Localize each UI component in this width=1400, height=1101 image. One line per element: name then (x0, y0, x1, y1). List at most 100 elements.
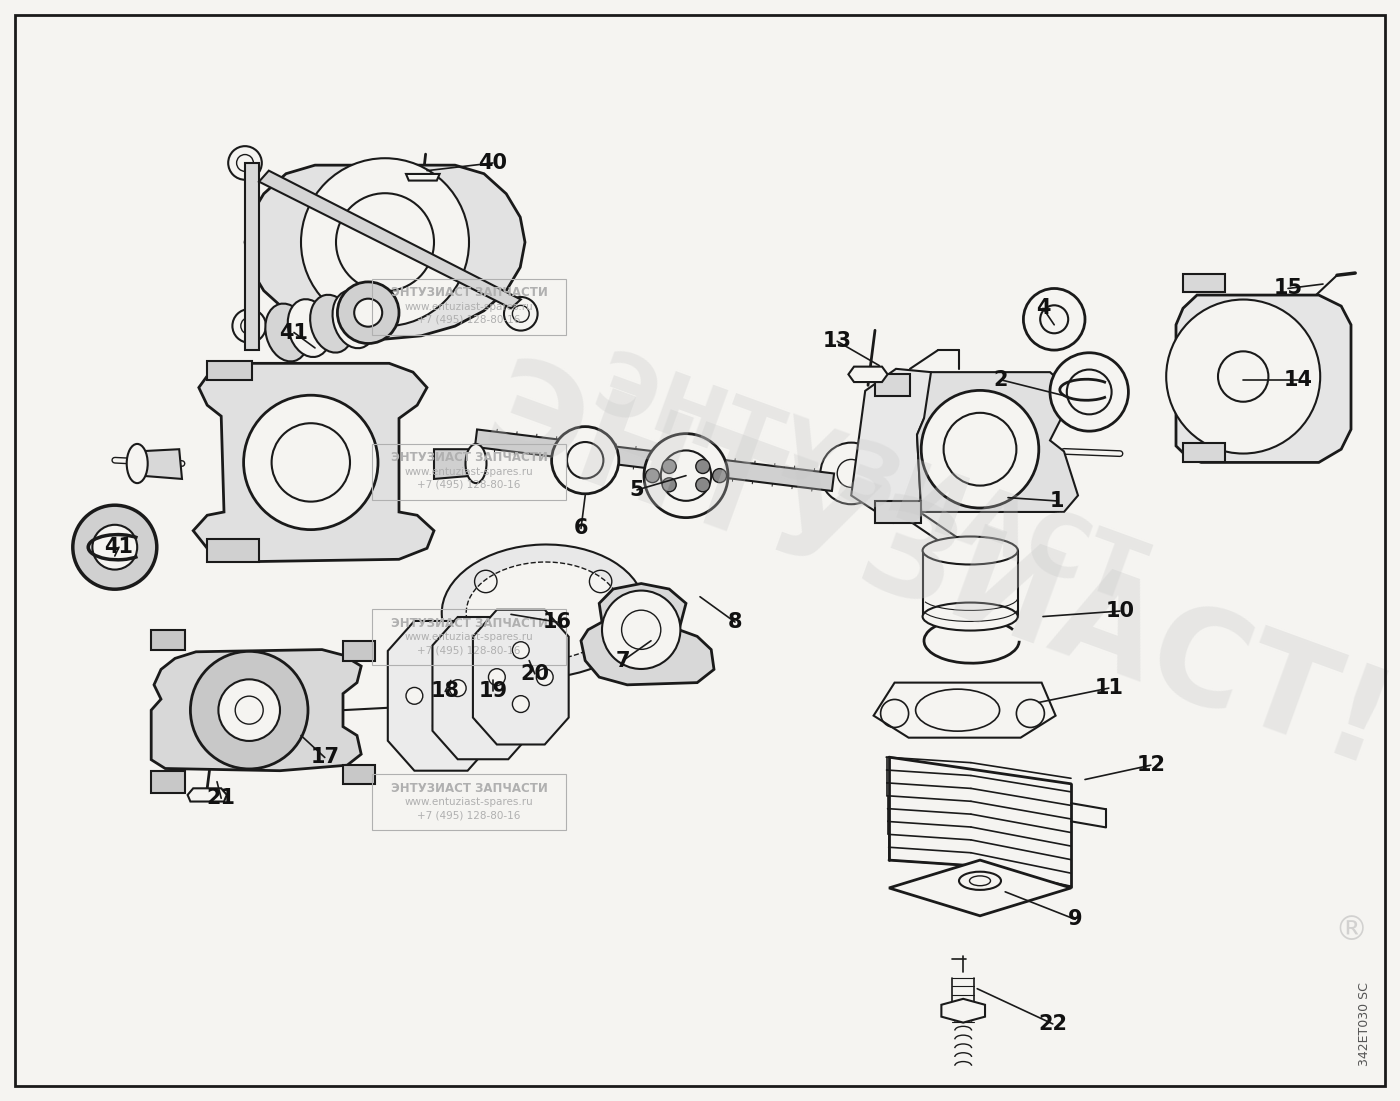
Circle shape (92, 525, 137, 569)
Circle shape (662, 459, 676, 473)
Ellipse shape (311, 295, 353, 352)
Circle shape (406, 687, 423, 705)
Text: 11: 11 (1095, 678, 1123, 698)
Circle shape (696, 478, 710, 492)
Polygon shape (151, 630, 185, 650)
Polygon shape (259, 171, 521, 308)
Polygon shape (1183, 443, 1225, 462)
Circle shape (644, 434, 728, 517)
Polygon shape (207, 539, 259, 562)
Circle shape (272, 423, 350, 502)
Text: 12: 12 (1137, 755, 1165, 775)
Circle shape (552, 426, 619, 494)
Circle shape (1218, 351, 1268, 402)
Text: www.entuziast-spares.ru: www.entuziast-spares.ru (405, 797, 533, 807)
Ellipse shape (923, 602, 1018, 631)
Text: 10: 10 (1106, 601, 1134, 621)
Polygon shape (475, 429, 834, 491)
Polygon shape (343, 765, 375, 784)
Text: 17: 17 (311, 748, 339, 767)
Polygon shape (473, 610, 568, 744)
Text: www.entuziast-spares.ru: www.entuziast-spares.ru (405, 632, 533, 642)
Text: 40: 40 (479, 153, 507, 173)
Text: 15: 15 (1274, 279, 1302, 298)
Circle shape (1166, 299, 1320, 454)
Ellipse shape (333, 291, 375, 348)
Circle shape (459, 687, 476, 705)
Text: 7: 7 (616, 651, 630, 671)
Text: +7 (495) 128-80-16: +7 (495) 128-80-16 (417, 480, 521, 490)
Polygon shape (245, 165, 525, 339)
Text: 18: 18 (431, 682, 459, 701)
Ellipse shape (266, 304, 308, 361)
Circle shape (218, 679, 280, 741)
Polygon shape (193, 363, 434, 562)
Circle shape (336, 193, 434, 292)
Circle shape (354, 298, 382, 327)
Circle shape (244, 395, 378, 530)
Circle shape (301, 159, 469, 326)
Ellipse shape (466, 562, 620, 661)
Text: 14: 14 (1284, 370, 1312, 390)
Polygon shape (1176, 295, 1351, 462)
Circle shape (944, 413, 1016, 486)
Text: 41: 41 (280, 323, 308, 342)
Circle shape (921, 391, 1039, 508)
Polygon shape (406, 174, 440, 181)
Text: www.entuziast-spares.ru: www.entuziast-spares.ru (405, 302, 533, 312)
Ellipse shape (465, 444, 487, 483)
Ellipse shape (923, 536, 1018, 565)
Ellipse shape (442, 545, 644, 677)
Circle shape (1040, 305, 1068, 334)
Text: 5: 5 (630, 480, 644, 500)
Polygon shape (917, 372, 1078, 512)
Text: +7 (495) 128-80-16: +7 (495) 128-80-16 (417, 645, 521, 655)
Text: 19: 19 (479, 682, 507, 701)
Polygon shape (874, 683, 1056, 738)
Text: +7 (495) 128-80-16: +7 (495) 128-80-16 (417, 315, 521, 325)
Polygon shape (388, 621, 494, 771)
Polygon shape (941, 999, 986, 1023)
Polygon shape (151, 650, 361, 771)
Circle shape (190, 652, 308, 768)
Text: 20: 20 (521, 664, 549, 684)
Circle shape (602, 590, 680, 669)
Circle shape (337, 282, 399, 344)
Text: 21: 21 (207, 788, 235, 808)
Circle shape (713, 469, 727, 482)
Circle shape (696, 459, 710, 473)
Polygon shape (245, 163, 259, 350)
Text: 22: 22 (1039, 1014, 1067, 1034)
Polygon shape (851, 369, 938, 523)
Circle shape (433, 657, 449, 674)
Polygon shape (343, 641, 375, 661)
Circle shape (475, 708, 491, 724)
Ellipse shape (127, 444, 148, 483)
Circle shape (1067, 370, 1112, 414)
Circle shape (662, 478, 676, 492)
Circle shape (489, 668, 505, 686)
Text: 8: 8 (728, 612, 742, 632)
Text: ЭНТУЗИАСТ ЗАПЧАСТИ: ЭНТУЗИАСТ ЗАПЧАСТИ (391, 451, 547, 465)
Text: ЭНТУЗИАСТ ЗАПЧАСТИ: ЭНТУЗИАСТ ЗАПЧАСТИ (391, 782, 547, 795)
Circle shape (73, 505, 157, 589)
Text: 342ET030 SC: 342ET030 SC (1358, 982, 1372, 1066)
Polygon shape (188, 788, 227, 802)
Circle shape (512, 642, 529, 658)
Text: 16: 16 (543, 612, 571, 632)
Polygon shape (1183, 274, 1225, 292)
Polygon shape (889, 860, 1071, 916)
Text: +7 (495) 128-80-16: +7 (495) 128-80-16 (417, 810, 521, 820)
Polygon shape (848, 367, 888, 382)
Text: ЭНТУЗИАСТ ЗАПЧАСТИ: ЭНТУЗИАСТ ЗАПЧАСТИ (391, 617, 547, 630)
Circle shape (433, 718, 449, 734)
Circle shape (1050, 352, 1128, 432)
Text: www.entuziast-spares.ru: www.entuziast-spares.ru (405, 467, 533, 477)
Text: ЭНТУЗИАСТ!: ЭНТУЗИАСТ! (469, 350, 1400, 795)
Circle shape (820, 443, 882, 504)
Polygon shape (433, 617, 533, 760)
Circle shape (232, 309, 266, 342)
Text: ЭНТУЗИАСТ: ЭНТУЗИАСТ (581, 347, 1155, 622)
Circle shape (475, 652, 491, 668)
Text: 6: 6 (574, 519, 588, 538)
